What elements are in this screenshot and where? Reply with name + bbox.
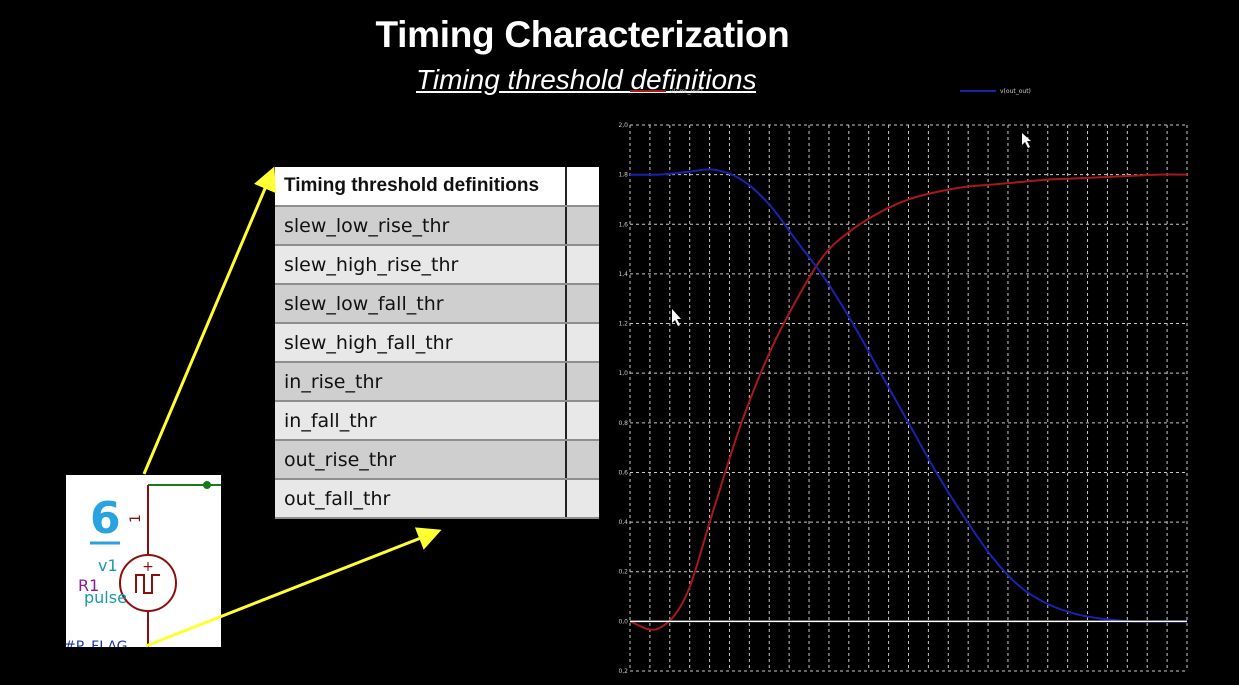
threshold-table: Timing threshold definitions slew_low_ri… bbox=[275, 167, 599, 519]
table-header: Timing threshold definitions bbox=[275, 167, 566, 207]
mouse-cursor-icon bbox=[1022, 133, 1031, 148]
series-line-v-out-out- bbox=[629, 168, 1187, 623]
table-cell: out_fall_thr bbox=[275, 479, 566, 519]
y-tick-label: 0,2 bbox=[618, 569, 628, 576]
y-tick-label: 0,8 bbox=[618, 420, 628, 427]
table-row: slew_high_rise_thr bbox=[275, 245, 599, 285]
table-value-cell bbox=[565, 440, 599, 480]
pulse-symbol bbox=[135, 574, 160, 594]
legend-label: v(out_out) bbox=[1000, 88, 1031, 95]
y-tick-label: 0,6 bbox=[618, 469, 628, 476]
waveform-plot: v(cmr_out) v(out_out) -0,2 0,0 0,2 0,4 0,6 0,8… bbox=[616, 85, 1239, 680]
table-row: slew_high_fall_thr bbox=[275, 323, 599, 363]
pin-label: 1 bbox=[128, 514, 144, 523]
table-value-cell bbox=[565, 245, 599, 285]
mouse-cursor-icon bbox=[672, 309, 681, 326]
y-tick-label: 0,0 bbox=[618, 618, 628, 625]
table-row: slew_low_fall_thr bbox=[275, 284, 599, 324]
table-cell: slew_low_fall_thr bbox=[275, 284, 566, 324]
schematic-panel: + 1 6 v1 R1 pulse #P_FLAG bbox=[66, 475, 221, 647]
table-row: slew_low_rise_thr bbox=[275, 206, 599, 246]
y-tick-label: 1,8 bbox=[618, 172, 628, 179]
y-tick-label: 2,0 bbox=[618, 122, 628, 129]
table-header-row: Timing threshold definitions bbox=[275, 167, 599, 207]
series-line-v-cmr-out- bbox=[629, 173, 1188, 631]
table-cell: slew_high_rise_thr bbox=[275, 245, 566, 285]
y-tick-label: 1,2 bbox=[618, 321, 628, 328]
arrow-to-table-top bbox=[142, 166, 277, 475]
table-value-cell bbox=[565, 323, 599, 363]
table-row: in_fall_thr bbox=[275, 401, 599, 441]
table-header-empty-cell bbox=[565, 167, 599, 207]
slide-subtitle: Timing threshold definitions bbox=[416, 64, 756, 95]
resistor-label: R1 bbox=[78, 576, 99, 595]
table-cell: slew_high_fall_thr bbox=[275, 323, 566, 363]
table-value-cell bbox=[565, 401, 599, 441]
flag-label: #P_FLAG bbox=[66, 639, 128, 647]
slide-title: Timing Characterization bbox=[375, 14, 790, 55]
table-value-cell bbox=[565, 284, 599, 324]
table-value-cell bbox=[565, 206, 599, 246]
y-tick-label: 1,0 bbox=[618, 370, 628, 377]
table-row: in_rise_thr bbox=[275, 362, 599, 402]
waveform-svg: v(cmr_out) v(out_out) -0,2 0,0 0,2 0,4 0,6 0,8… bbox=[616, 88, 1188, 675]
table-row: out_rise_thr bbox=[275, 440, 599, 480]
table-cell: in_rise_thr bbox=[275, 362, 566, 402]
table-cell: out_rise_thr bbox=[275, 440, 566, 480]
source-name: v1 bbox=[98, 556, 118, 575]
y-tick-label: -0,2 bbox=[618, 668, 628, 675]
table-cell: in_fall_thr bbox=[275, 401, 566, 441]
table-value-cell bbox=[565, 362, 599, 402]
source-type: pulse bbox=[84, 588, 127, 607]
junction-dot bbox=[203, 481, 211, 489]
table-value-cell bbox=[565, 479, 599, 519]
legend-label: v(cmr_out) bbox=[670, 88, 703, 95]
step-number: 6 bbox=[90, 493, 121, 544]
svg-text:+: + bbox=[142, 559, 154, 575]
schematic-drawing: + 1 6 v1 R1 pulse #P_FLAG bbox=[66, 481, 221, 647]
y-tick-label: 1,6 bbox=[618, 221, 628, 228]
y-tick-label: 1,4 bbox=[618, 271, 628, 278]
table-row: out_fall_thr bbox=[275, 479, 599, 519]
table-cell: slew_low_rise_thr bbox=[275, 206, 566, 246]
y-tick-label: 0,4 bbox=[618, 519, 628, 526]
